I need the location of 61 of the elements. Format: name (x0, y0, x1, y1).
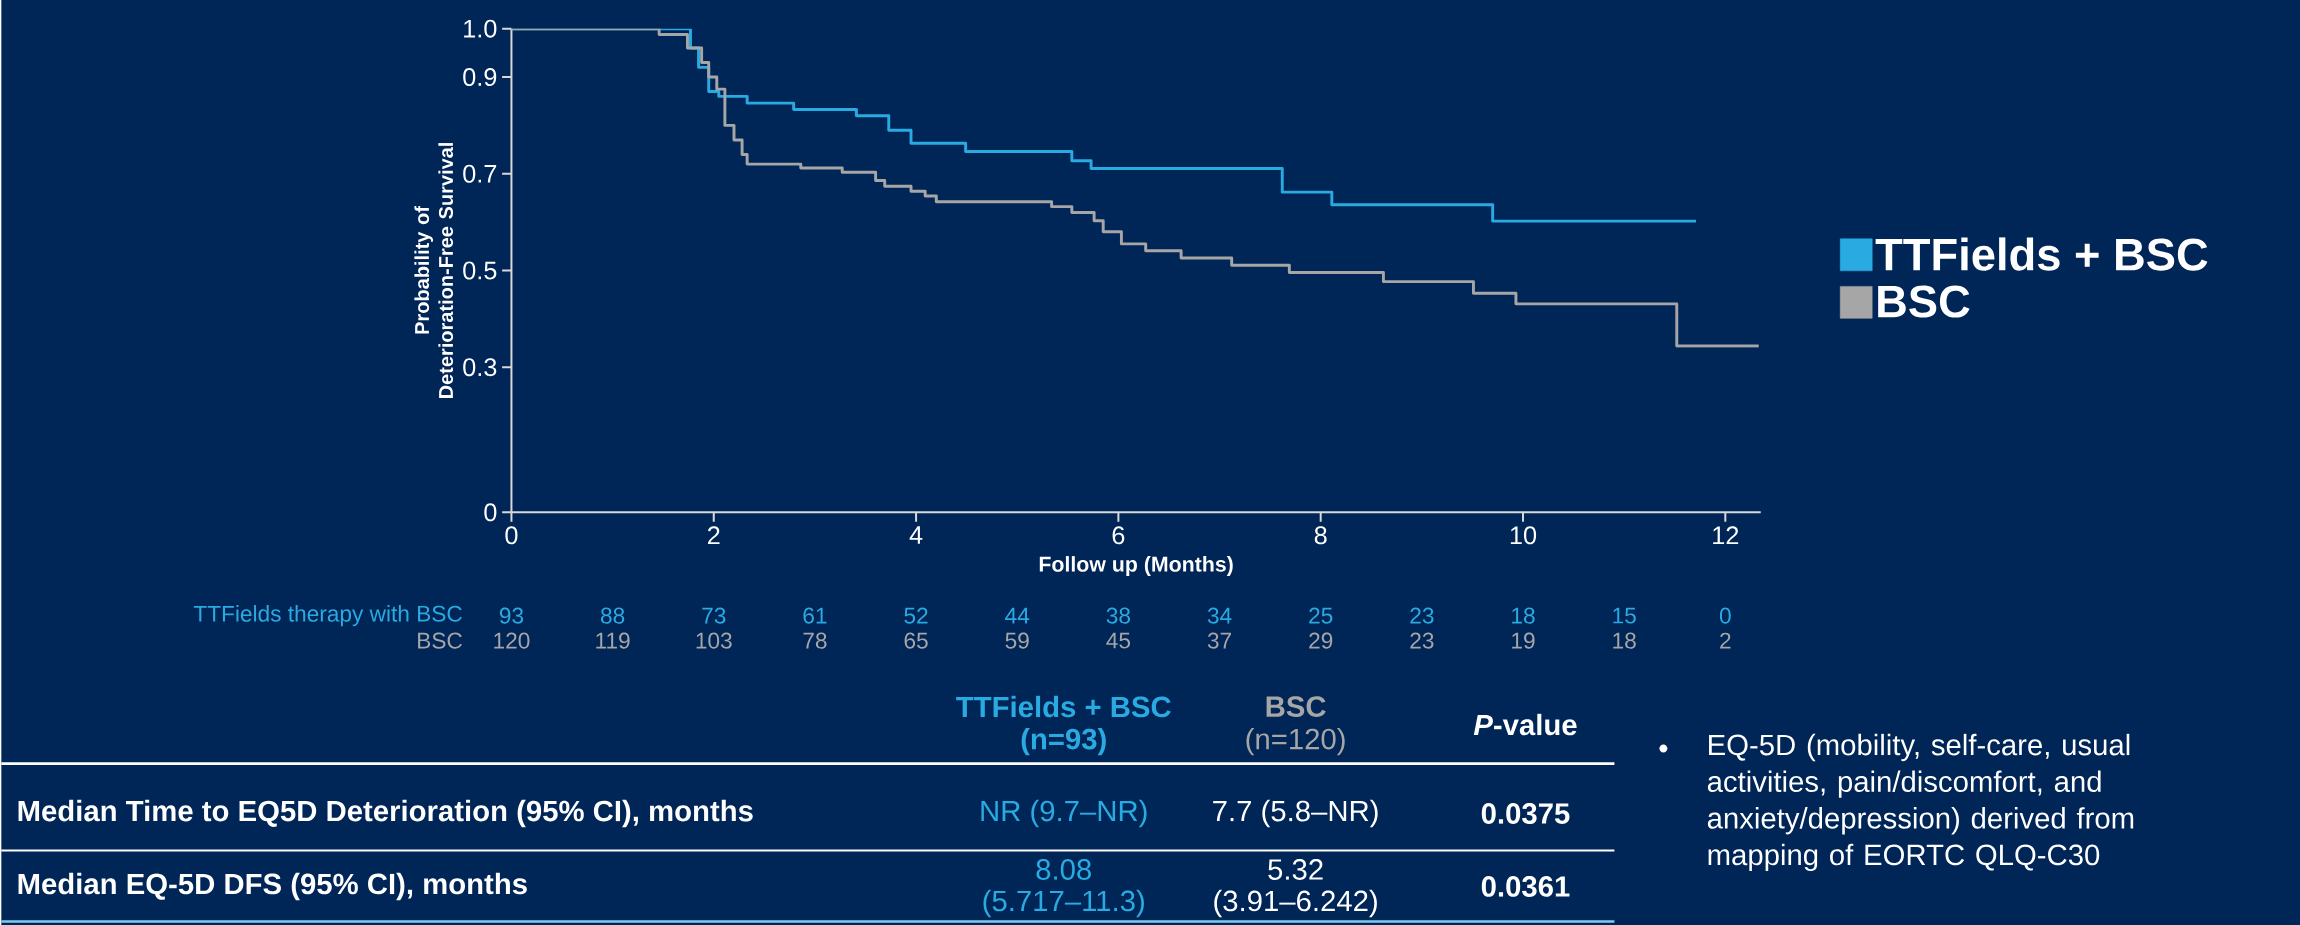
text: EQ-5D (mobility, self-care, usual activities, pain/discomfort, and anxiety/depression) derived from mapping of EORTC QLQ-C30 (1707, 733, 2134, 871)
text: TTFields therapy with BSC (193, 604, 462, 626)
text: 5.32 (1268, 858, 1323, 880)
text: 29 (1309, 632, 1333, 649)
text: BSC (1266, 695, 1326, 717)
text: 120 (494, 632, 530, 649)
text: (n=93) (1021, 727, 1106, 755)
text: 45 (1106, 632, 1131, 649)
text: TTFields + BSC (956, 695, 1171, 718)
text: 52 (904, 607, 928, 624)
text: 0.0375 (1481, 802, 1570, 824)
text: 78 (803, 632, 827, 649)
y-tick-label: 0.7 (463, 164, 497, 183)
text: 18 (1613, 632, 1636, 649)
text: 15 (1613, 607, 1636, 624)
text: 25 (1309, 607, 1333, 624)
text: 0.0361 (1481, 875, 1570, 897)
text: 23 (1410, 607, 1434, 624)
text: 38 (1106, 607, 1131, 624)
x-tick-label: 12 (1713, 526, 1739, 544)
text: 34 (1207, 607, 1232, 624)
x-tick-label: 2 (707, 526, 720, 544)
text: 61 (803, 607, 827, 624)
x-tick-label: 0 (505, 526, 518, 545)
text: 2 (1720, 632, 1731, 649)
y-tick-label: 1.0 (464, 19, 497, 38)
text: (3.91–6.242) (1214, 889, 1377, 917)
text: 19 (1512, 632, 1535, 649)
x-tick-label: 10 (1510, 526, 1537, 545)
text: 59 (1005, 632, 1029, 649)
text: (5.717–11.3) (983, 889, 1144, 917)
y-tick-label: 0.9 (463, 67, 497, 86)
text: 93 (499, 607, 524, 624)
text: 88 (600, 607, 625, 624)
x-tick-label: 8 (1314, 526, 1327, 545)
text: 37 (1207, 632, 1231, 649)
text: 44 (1005, 607, 1030, 624)
text: 18 (1512, 607, 1535, 624)
x-tick-label: 4 (909, 526, 923, 544)
text: 73 (702, 607, 726, 624)
text: (n=120) (1246, 727, 1345, 755)
text: 119 (596, 632, 630, 649)
text: Median Time to EQ5D Deterioration (95% CI), months (18, 799, 753, 827)
text: NR (9.7–NR) (981, 799, 1147, 827)
text: 23 (1410, 632, 1434, 649)
legend-label: TTFields + BSC (1875, 237, 2208, 271)
text: BSC (418, 632, 462, 649)
y-axis-title: Probability of Deterioration-Free Survival (414, 142, 454, 398)
y-tick-label: 0.5 (463, 261, 497, 280)
x-tick-label: 6 (1112, 526, 1125, 545)
text: 103 (696, 632, 732, 649)
text: Median EQ-5D DFS (95% CI), months (18, 872, 527, 900)
text: P-value (1473, 713, 1577, 736)
text: 7.7 (5.8–NR) (1213, 799, 1378, 827)
x-axis-title: Follow up (Months) (1039, 555, 1233, 576)
legend-label: BSC (1878, 285, 1970, 318)
text: 0 (1719, 607, 1731, 624)
text: 8.08 (1036, 858, 1091, 880)
text: 65 (904, 632, 928, 649)
y-tick-label: 0.3 (463, 358, 497, 376)
y-tick-label: 0 (484, 503, 497, 522)
